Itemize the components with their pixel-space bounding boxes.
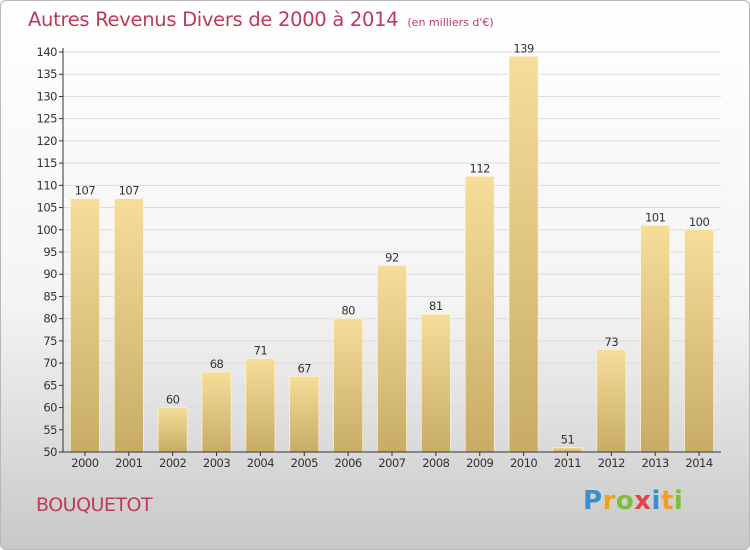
- data-label: 60: [166, 393, 180, 407]
- y-tick-label: 80: [43, 312, 57, 326]
- chart-title: Autres Revenus Divers de 2000 à 2014 (en…: [28, 8, 494, 31]
- x-tick-label: 2002: [159, 456, 186, 470]
- y-tick-label: 110: [37, 178, 58, 192]
- bar-2001: [114, 198, 144, 453]
- data-label: 51: [561, 433, 575, 447]
- logo-letter: r: [602, 486, 616, 516]
- bar-2008: [421, 313, 451, 453]
- y-tick-label: 65: [43, 378, 57, 392]
- data-label: 71: [254, 344, 268, 358]
- x-tick-label: 2012: [598, 456, 625, 470]
- x-tick-label: 2006: [334, 456, 361, 470]
- x-tick-label: 2003: [203, 456, 230, 470]
- x-tick-label: 2013: [642, 456, 669, 470]
- y-tick-label: 130: [37, 89, 58, 103]
- axes: 50 55 60 65 70 75 80 85 90 95 100 105 110 115 120 125 13…: [37, 45, 721, 470]
- y-tick-label: 140: [37, 45, 58, 59]
- x-tick-label: 2014: [685, 456, 712, 470]
- bar-2006: [333, 318, 363, 453]
- x-tick-label: 2010: [510, 456, 537, 470]
- unit-note: (en milliers d'€): [407, 16, 494, 29]
- y-tick-label: 55: [43, 423, 57, 437]
- y-tick-label: 85: [43, 289, 57, 303]
- bar-2004: [245, 358, 276, 453]
- y-tick-label: 50: [43, 445, 57, 459]
- data-labels: 107 107 60 68 71 67 80 92 81 112 139 51 73 101 100: [75, 41, 710, 446]
- x-tick-label: 2000: [71, 456, 98, 470]
- bar-2002: [157, 407, 188, 453]
- data-label: 107: [119, 184, 140, 198]
- logo-letter: i: [651, 486, 661, 516]
- bar-2000: [70, 198, 100, 453]
- bar-2010: [508, 56, 539, 453]
- logo-letter: o: [615, 486, 635, 516]
- logo-letter: x: [634, 486, 652, 516]
- y-tick-label: 115: [37, 156, 58, 170]
- data-label: 92: [385, 250, 399, 264]
- data-label: 67: [297, 361, 311, 375]
- x-tick-label: 2001: [115, 456, 142, 470]
- bar-2014: [684, 229, 714, 453]
- data-label: 73: [605, 335, 619, 349]
- data-label: 112: [470, 161, 491, 175]
- x-tick-label: 2011: [554, 456, 581, 470]
- y-tick-label: 70: [43, 356, 57, 370]
- chart-title-text: Autres Revenus Divers de 2000 à 2014: [28, 8, 399, 31]
- y-tick-label: 135: [37, 67, 58, 81]
- y-tick-label: 105: [37, 201, 58, 215]
- bar-2009: [464, 176, 495, 453]
- logo-letter: i: [673, 486, 684, 516]
- y-tick-label: 125: [37, 112, 58, 126]
- logo-letter: t: [660, 486, 674, 516]
- data-label: 101: [645, 210, 666, 224]
- proxiti-logo[interactable]: Proxiti: [583, 486, 683, 516]
- data-label: 107: [75, 184, 96, 198]
- x-tick-label: 2009: [466, 456, 493, 470]
- data-label: 100: [689, 215, 710, 229]
- y-tick-label: 95: [43, 245, 57, 259]
- y-tick-label: 60: [43, 401, 57, 415]
- bar-2007: [377, 265, 407, 453]
- y-tick-label: 100: [37, 223, 58, 237]
- bar-2003: [201, 371, 232, 453]
- x-tick-label: 2004: [247, 456, 274, 470]
- data-label: 81: [429, 299, 443, 313]
- commune-name: BOUQUETOT: [36, 494, 153, 516]
- data-label: 68: [210, 357, 224, 371]
- logo-letter: P: [583, 486, 603, 516]
- bar-2012: [596, 349, 627, 453]
- data-label: 139: [513, 41, 534, 55]
- y-tick-label: 90: [43, 267, 57, 281]
- y-tick-label: 75: [43, 334, 57, 348]
- bar-2011: [552, 447, 583, 453]
- bar-2005: [289, 376, 320, 453]
- bars: [70, 56, 714, 453]
- bar-2013: [640, 225, 671, 453]
- x-tick-label: 2007: [378, 456, 405, 470]
- data-label: 80: [341, 304, 355, 318]
- y-tick-label: 120: [37, 134, 58, 148]
- x-tick-label: 2008: [422, 456, 449, 470]
- x-tick-label: 2005: [291, 456, 318, 470]
